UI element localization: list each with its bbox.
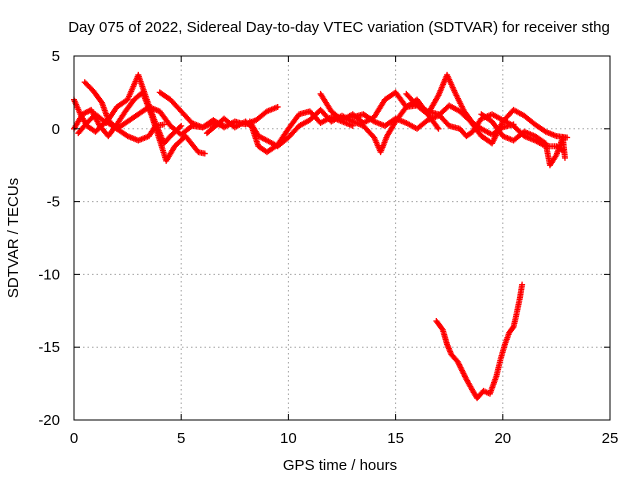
y-axis-label: SDTVAR / TECUs: [5, 178, 22, 298]
data-point: [178, 122, 185, 129]
tick-labels: 0 5 10 15 20 25 -20 -15 -10 -5 0 5: [38, 48, 618, 447]
series-track-12: [433, 281, 526, 402]
series-track-4: [71, 96, 168, 144]
x-tick-label: 10: [280, 430, 297, 447]
y-tick-label: -15: [38, 339, 60, 356]
data-point: [435, 125, 442, 132]
y-tick-label: -5: [47, 194, 60, 211]
data-point: [187, 123, 194, 130]
data-point: [561, 154, 568, 161]
y-tick-label: -20: [38, 412, 60, 429]
x-tick-label: 15: [387, 430, 404, 447]
data-point: [161, 121, 168, 128]
series-track-11: [478, 111, 568, 169]
data-point: [509, 324, 516, 331]
data-point: [519, 281, 526, 288]
data-points: [71, 71, 571, 402]
series-track-9: [349, 102, 571, 147]
grid-lines: [74, 56, 610, 420]
x-tick-label: 25: [602, 430, 619, 447]
chart-title: Day 075 of 2022, Sidereal Day-to-day VTE…: [68, 19, 610, 36]
plot-frame: [73, 55, 611, 421]
axis-ticks: [73, 55, 611, 421]
data-point: [177, 124, 184, 131]
x-tick-label: 0: [70, 430, 78, 447]
x-axis-label: GPS time / hours: [283, 457, 397, 474]
data-point: [274, 103, 281, 110]
x-tick-label: 5: [177, 430, 185, 447]
series-track-3: [75, 71, 185, 147]
y-tick-label: 5: [52, 48, 60, 65]
data-point: [201, 150, 208, 157]
data-point: [434, 124, 441, 131]
y-tick-label: -10: [38, 266, 60, 283]
x-tick-label: 20: [494, 430, 511, 447]
y-tick-label: 0: [52, 121, 60, 138]
